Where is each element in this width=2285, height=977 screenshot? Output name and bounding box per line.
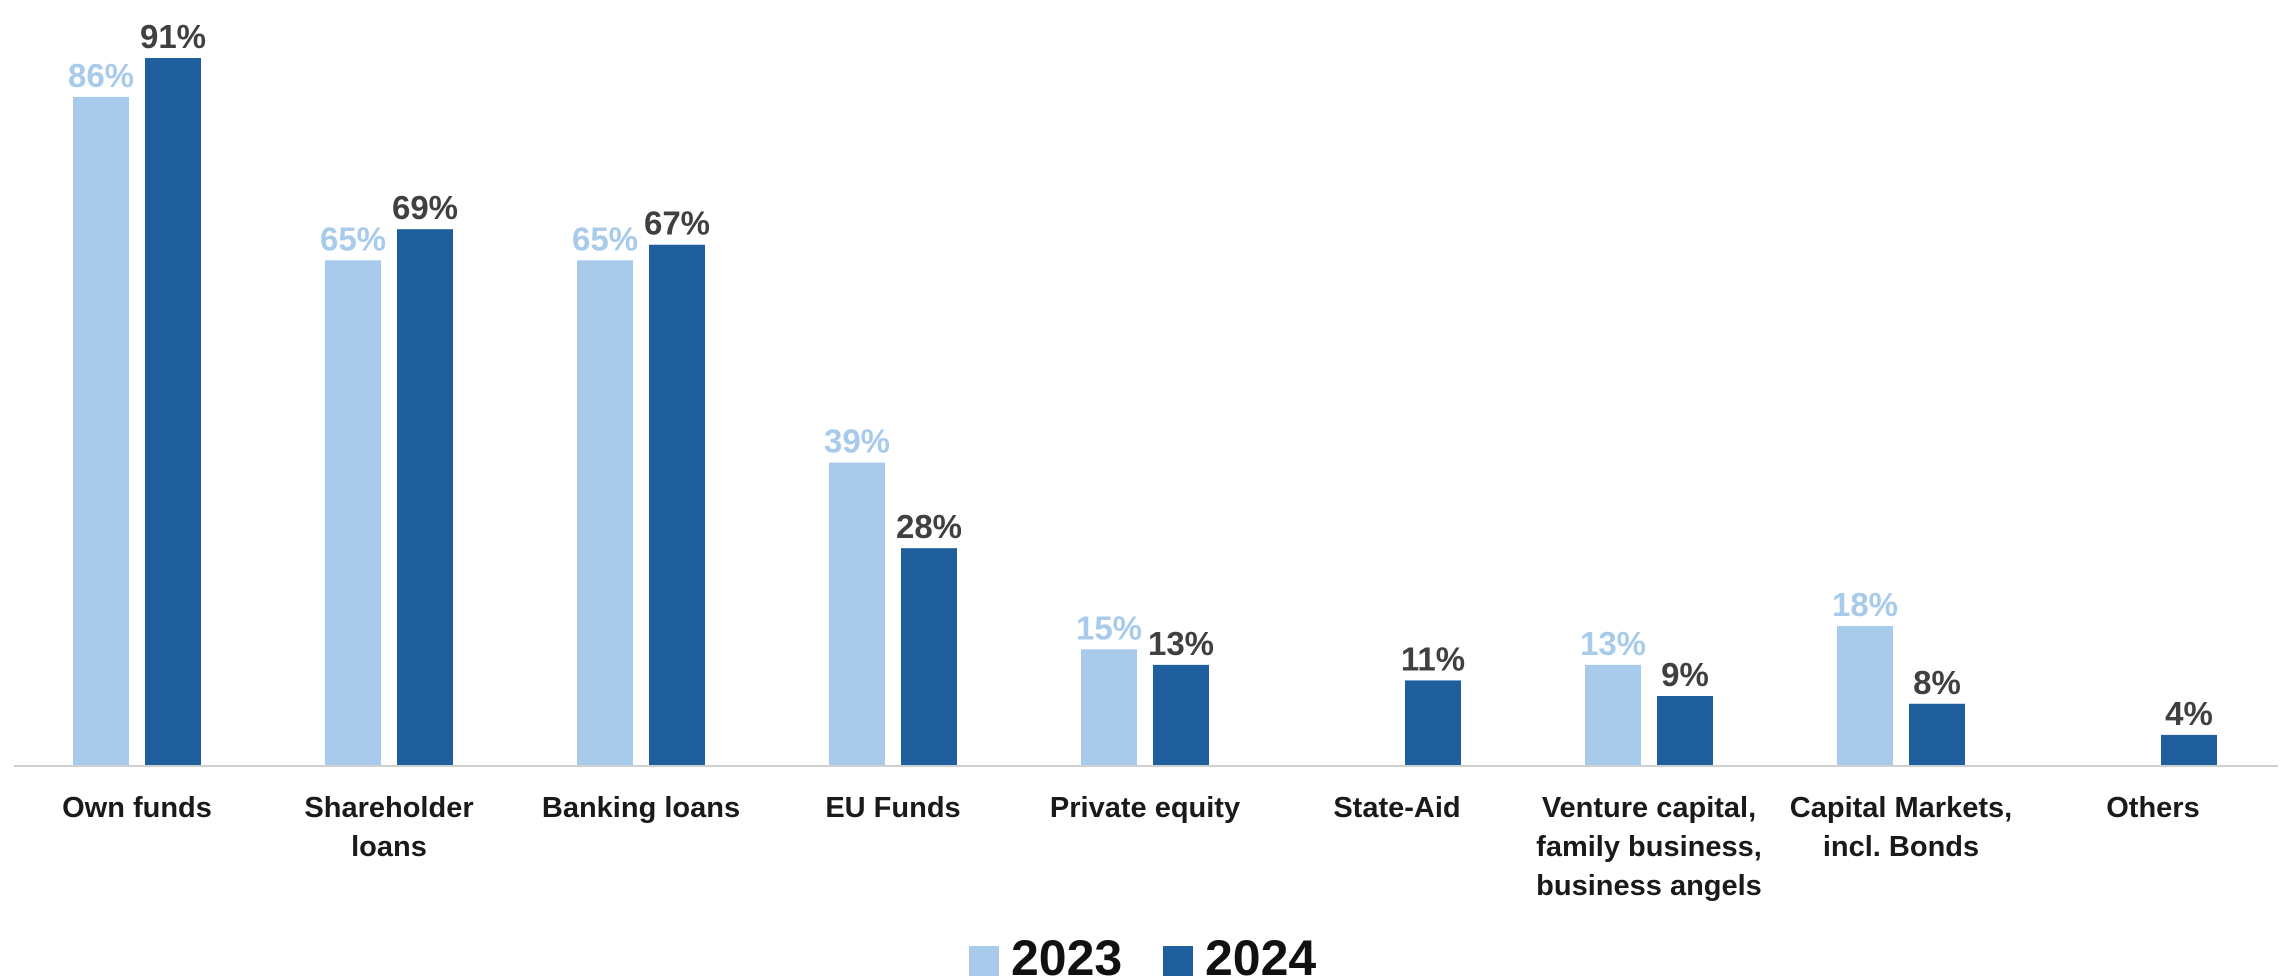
bar-2024-others: [2161, 734, 2217, 766]
bar-2024-venture-capital-family-business-business-angels: [1657, 695, 1713, 766]
bar-2024-private-equity: [1153, 664, 1209, 766]
data-label-2024-banking-loans: 67%: [644, 205, 710, 242]
data-label-2024-eu-funds: 28%: [896, 508, 962, 545]
data-label-2024-others: 4%: [2165, 695, 2213, 732]
legend-label-2024: 2024: [1205, 930, 1316, 977]
category-label-capital-markets-incl-bonds: Capital Markets, incl. Bonds: [1790, 792, 2012, 863]
data-label-2023-private-equity: 15%: [1076, 609, 1142, 646]
data-label-2024-state-aid: 11%: [1401, 640, 1465, 677]
bar-2024-banking-loans: [649, 244, 705, 767]
bar-2023-eu-funds: [829, 462, 885, 766]
legend-label-2023: 2023: [1011, 930, 1122, 977]
bar-2023-banking-loans: [577, 260, 633, 766]
category-label-state-aid: State-Aid: [1333, 792, 1460, 824]
category-label-venture-capital-family-business-business-angels: Venture capital, family business, business…: [1536, 792, 1762, 902]
category-label-own-funds: Own funds: [62, 792, 212, 824]
bar-2024-own-funds: [145, 58, 201, 766]
data-label-2024-capital-markets-incl-bonds: 8%: [1913, 664, 1961, 701]
data-label-2024-own-funds: 91%: [140, 18, 206, 55]
bar-2023-shareholder-loans: [325, 260, 381, 766]
bar-2024-state-aid: [1405, 680, 1461, 766]
value-labels-layer: 86%91%65%69%65% 67%39%28%15% 13% 11% 13%9%18…: [68, 18, 2213, 732]
data-label-2024-venture-capital-family-business-business-angels: 9%: [1661, 656, 1709, 693]
bar-2024-shareholder-loans: [397, 229, 453, 766]
data-label-2023-shareholder-loans: 65%: [320, 220, 386, 257]
legend-swatch-2024: [1163, 946, 1193, 976]
category-label-shareholder-loans: Shareholder loans: [304, 792, 473, 863]
bar-2023-capital-markets-incl-bonds: [1837, 625, 1893, 766]
bar-2023-private-equity: [1081, 649, 1137, 766]
data-label-2023-eu-funds: 39%: [824, 423, 890, 460]
data-label-2024-shareholder-loans: 69%: [392, 189, 458, 226]
category-labels-layer: Own funds Shareholder loans Banking loans EU…: [62, 792, 2200, 902]
data-label-2024-private-equity: 13%: [1148, 625, 1214, 662]
bar-2023-own-funds: [73, 96, 129, 767]
category-label-others: Others: [2106, 792, 2199, 824]
bar-2024-capital-markets-incl-bonds: [1909, 703, 1965, 766]
data-label-2023-own-funds: 86%: [68, 57, 134, 94]
legend: 2023 2024: [969, 930, 1316, 977]
category-label-eu-funds: EU Funds: [825, 792, 960, 824]
bar-2023-venture-capital-family-business-business-angels: [1585, 664, 1641, 766]
bars-layer: [73, 58, 2217, 767]
data-label-2023-capital-markets-incl-bonds: 18%: [1832, 586, 1898, 623]
category-label-banking-loans: Banking loans: [542, 792, 740, 824]
category-label-private-equity: Private equity: [1050, 792, 1240, 824]
legend-swatch-2023: [969, 946, 999, 976]
data-label-2023-banking-loans: 65%: [572, 220, 638, 257]
data-label-2023-venture-capital-family-business-business-angels: 13%: [1580, 625, 1646, 662]
bar-2024-eu-funds: [901, 548, 957, 766]
